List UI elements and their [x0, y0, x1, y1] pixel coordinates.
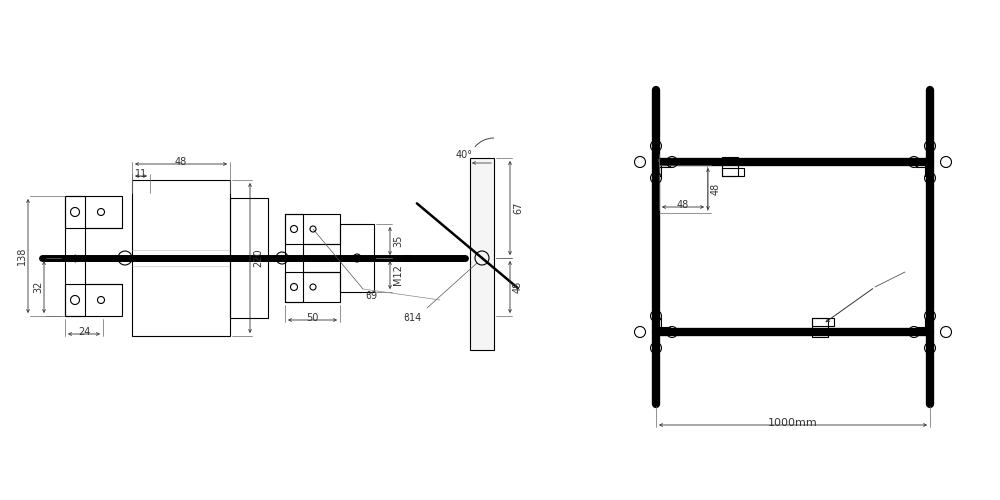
Text: 32: 32	[33, 281, 43, 293]
Bar	[812, 318, 828, 337]
Bar	[722, 157, 738, 176]
Text: 50: 50	[306, 313, 319, 323]
Text: ϐ9: ϐ9	[365, 291, 377, 301]
Bar	[285, 272, 340, 302]
Text: 48: 48	[175, 157, 187, 167]
Bar	[230, 198, 268, 318]
Text: 11: 11	[135, 169, 147, 179]
Bar	[656, 162, 661, 176]
Text: M12: M12	[393, 264, 403, 285]
Bar	[132, 180, 230, 336]
Bar	[470, 158, 494, 350]
Text: 24: 24	[78, 327, 90, 337]
Bar	[916, 162, 930, 167]
Bar	[65, 284, 122, 316]
Bar	[656, 318, 661, 332]
Text: 48: 48	[513, 281, 523, 293]
Text: 220: 220	[253, 248, 263, 268]
Bar	[340, 224, 374, 292]
Text: 40°: 40°	[456, 150, 473, 160]
Text: 48: 48	[677, 200, 689, 210]
Bar	[722, 168, 744, 176]
Bar	[656, 162, 670, 167]
Text: 1000mm: 1000mm	[768, 418, 818, 428]
Bar	[65, 196, 122, 228]
Bar	[925, 162, 930, 176]
Text: ϐ14: ϐ14	[404, 313, 422, 323]
Text: 48: 48	[711, 183, 721, 195]
Text: 67: 67	[513, 202, 523, 214]
Text: 138: 138	[17, 247, 27, 265]
Bar	[65, 196, 85, 316]
Bar	[656, 327, 670, 332]
Bar	[916, 327, 930, 332]
Bar	[812, 318, 834, 326]
Bar	[285, 214, 340, 244]
Text: 35: 35	[393, 235, 403, 247]
Bar	[925, 318, 930, 332]
Bar	[285, 214, 303, 302]
